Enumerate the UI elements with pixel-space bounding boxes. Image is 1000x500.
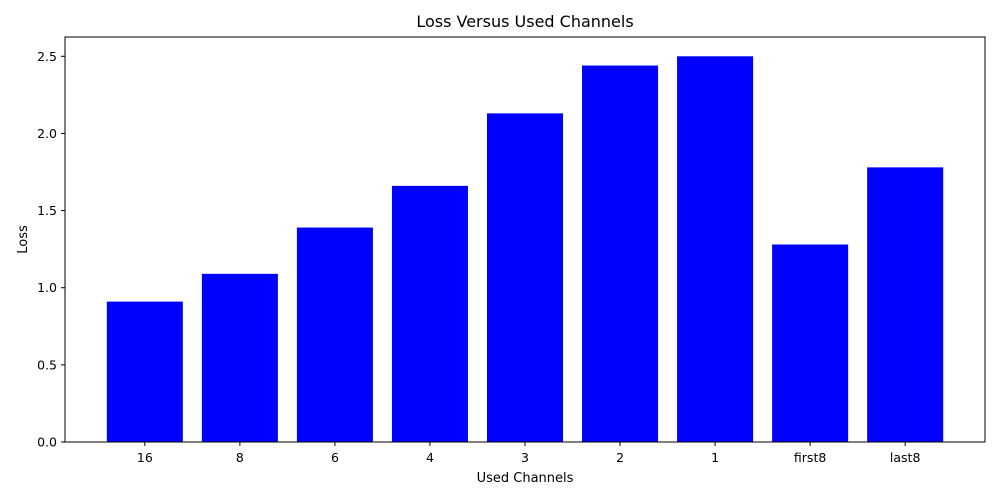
- x-tick-label: 4: [426, 450, 434, 465]
- bar-8: [201, 273, 278, 442]
- y-axis-ticks: 0.0 0.5 1.0 1.5 2.0 2.5: [37, 49, 65, 450]
- plot-frame: [64, 36, 986, 443]
- x-tick-label: 2: [616, 450, 624, 465]
- chart-title: Loss Versus Used Channels: [416, 12, 633, 31]
- y-tick-label: 0.0: [37, 435, 57, 450]
- bar-last8: [867, 167, 944, 442]
- bar-first8: [772, 244, 849, 442]
- bar-6: [296, 227, 373, 442]
- bar-16: [106, 301, 183, 442]
- x-tick-label: last8: [890, 450, 921, 465]
- y-tick-label: 2.5: [37, 49, 57, 64]
- x-axis-label: Used Channels: [477, 471, 574, 486]
- x-tick-label: first8: [794, 450, 826, 465]
- x-axis-ticks: 16 8 6 4 3 2 1 first8 last8: [137, 442, 921, 465]
- y-axis-label: Loss: [16, 225, 31, 254]
- bar-1: [677, 56, 754, 443]
- x-tick-label: 1: [711, 450, 719, 465]
- x-tick-label: 16: [137, 450, 153, 465]
- y-tick-label: 0.5: [37, 357, 57, 372]
- y-tick-label: 1.0: [37, 280, 57, 295]
- bar-2: [582, 65, 659, 443]
- x-tick-label: 3: [521, 450, 529, 465]
- x-tick-label: 8: [236, 450, 244, 465]
- x-tick-label: 6: [331, 450, 339, 465]
- y-tick-label: 2.0: [37, 126, 57, 141]
- bars-group: [106, 56, 944, 443]
- y-tick-label: 1.5: [37, 203, 57, 218]
- bar-4: [391, 185, 468, 442]
- bar-3: [486, 113, 564, 442]
